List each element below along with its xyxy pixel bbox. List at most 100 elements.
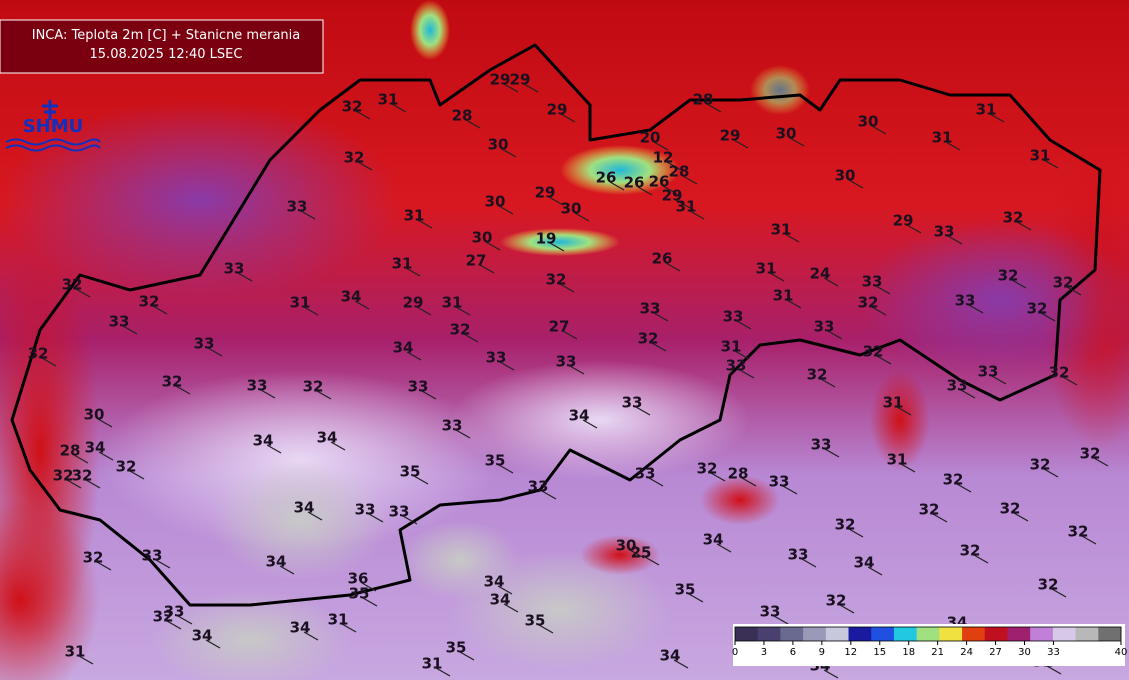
wind-barb — [769, 272, 785, 282]
station-temperature: 33 — [978, 363, 999, 381]
wind-barb — [968, 304, 984, 314]
wind-barb — [569, 365, 585, 375]
station-temperature: 29 — [720, 127, 741, 145]
station-temperature: 33 — [640, 300, 661, 318]
station-temperature: 29 — [535, 184, 556, 202]
wind-barb — [175, 385, 191, 395]
station-temperature: 33 — [408, 378, 429, 396]
wind-barb — [1016, 221, 1032, 231]
wind-barb — [417, 219, 433, 229]
station-temperature: 32 — [303, 378, 324, 396]
station-temperature: 33 — [723, 308, 744, 326]
wind-barb — [653, 141, 669, 151]
colorbar-segment — [939, 627, 963, 641]
wind-barb — [96, 561, 112, 571]
wind-barb — [673, 659, 689, 669]
station-temperature: 34 — [660, 647, 681, 665]
station-temperature: 24 — [810, 265, 831, 283]
station-temperature: 32 — [28, 345, 49, 363]
wind-barb — [562, 330, 578, 340]
wind-barb — [582, 419, 598, 429]
station-temperature: 31 — [756, 260, 777, 278]
station-temperature: 33 — [814, 318, 835, 336]
station-temperature: 33 — [442, 417, 463, 435]
colorbar-segment — [1007, 627, 1031, 641]
station-temperature: 31 — [883, 394, 904, 412]
wind-barb — [85, 479, 101, 489]
colorbar-segment — [916, 627, 940, 641]
station-temperature: 29 — [403, 294, 424, 312]
station-temperature: 31 — [721, 338, 742, 356]
station-temperature: 34 — [490, 591, 511, 609]
wind-barb — [237, 272, 253, 282]
wind-barb — [463, 333, 479, 343]
station-temperature: 26 — [649, 173, 670, 191]
station-temperature: 28 — [728, 465, 749, 483]
station-temperature: 30 — [84, 406, 105, 424]
wind-barb — [402, 515, 418, 525]
station-temperature: 29 — [547, 101, 568, 119]
station-temperature: 28 — [669, 163, 690, 181]
station-temperature: 35 — [485, 452, 506, 470]
wind-barb — [876, 355, 892, 365]
station-temperature: 30 — [485, 193, 506, 211]
wind-barb — [932, 513, 948, 523]
station-temperature: 31 — [65, 643, 86, 661]
wind-barb — [989, 113, 1005, 123]
wind-barb — [122, 325, 138, 335]
wind-barb — [653, 312, 669, 322]
station-temperature: 35 — [446, 639, 467, 657]
wind-barb — [651, 342, 667, 352]
station-temperature: 27 — [549, 318, 570, 336]
title-box: INCA: Teplota 2m [C] + Stanicne merania … — [0, 19, 324, 74]
wind-barb — [435, 667, 451, 677]
station-temperature: 33 — [528, 478, 549, 496]
station-temperature: 32 — [344, 149, 365, 167]
title: INCA: Teplota 2m [C] + Stanicne merania — [32, 28, 300, 43]
colorbar-segment — [893, 627, 918, 641]
wind-barb — [406, 351, 422, 361]
station-temperature: 36 — [348, 570, 369, 588]
wind-barb — [947, 235, 963, 245]
station-temperature: 12 — [653, 149, 674, 167]
wind-barb — [734, 350, 750, 360]
colorbar-segment — [1052, 627, 1077, 641]
station-temperature: 32 — [960, 542, 981, 560]
station-temperature: 28 — [452, 107, 473, 125]
wind-barb — [498, 464, 514, 474]
wind-barb — [1043, 468, 1059, 478]
station-temperature: 34 — [85, 439, 106, 457]
colorbar-segment — [848, 627, 872, 641]
wind-barb — [549, 242, 565, 252]
station-temperature: 27 — [466, 252, 487, 270]
station-temperature: 32 — [1000, 500, 1021, 518]
wind-barb — [900, 463, 916, 473]
station-temperature: 33 — [811, 436, 832, 454]
wind-barb — [330, 441, 346, 451]
station-temperature: 34 — [854, 554, 875, 572]
colorbar-segment — [757, 627, 781, 641]
wind-barb — [459, 651, 475, 661]
station-temperature: 32 — [697, 460, 718, 478]
colorbar-label: 12 — [844, 647, 857, 658]
wind-barb — [498, 205, 514, 215]
logo-text: SHMU — [23, 116, 84, 137]
station-temperature: 32 — [998, 267, 1019, 285]
wind-barb — [465, 119, 481, 129]
wind-barb — [823, 669, 839, 679]
station-temperature: 32 — [807, 366, 828, 384]
colorbar-segment — [780, 627, 804, 641]
station-temperature: 33 — [556, 353, 577, 371]
colorbar-label: 33 — [1047, 647, 1060, 658]
station-temperature: 30 — [616, 537, 637, 555]
wind-barb — [166, 620, 182, 630]
wind-barb — [75, 288, 91, 298]
station-temperature: 33 — [142, 547, 163, 565]
colorbar: 0 3 6 9 12 15 18 21 24 27 30 33 40 — [732, 624, 1127, 666]
station-temperature: 32 — [139, 293, 160, 311]
station-temperature: 35 — [349, 585, 370, 603]
wind-barb — [1062, 376, 1078, 386]
station-temperature: 31 — [328, 611, 349, 629]
station-temperature: 32 — [1068, 523, 1089, 541]
station-temperature: 32 — [450, 321, 471, 339]
